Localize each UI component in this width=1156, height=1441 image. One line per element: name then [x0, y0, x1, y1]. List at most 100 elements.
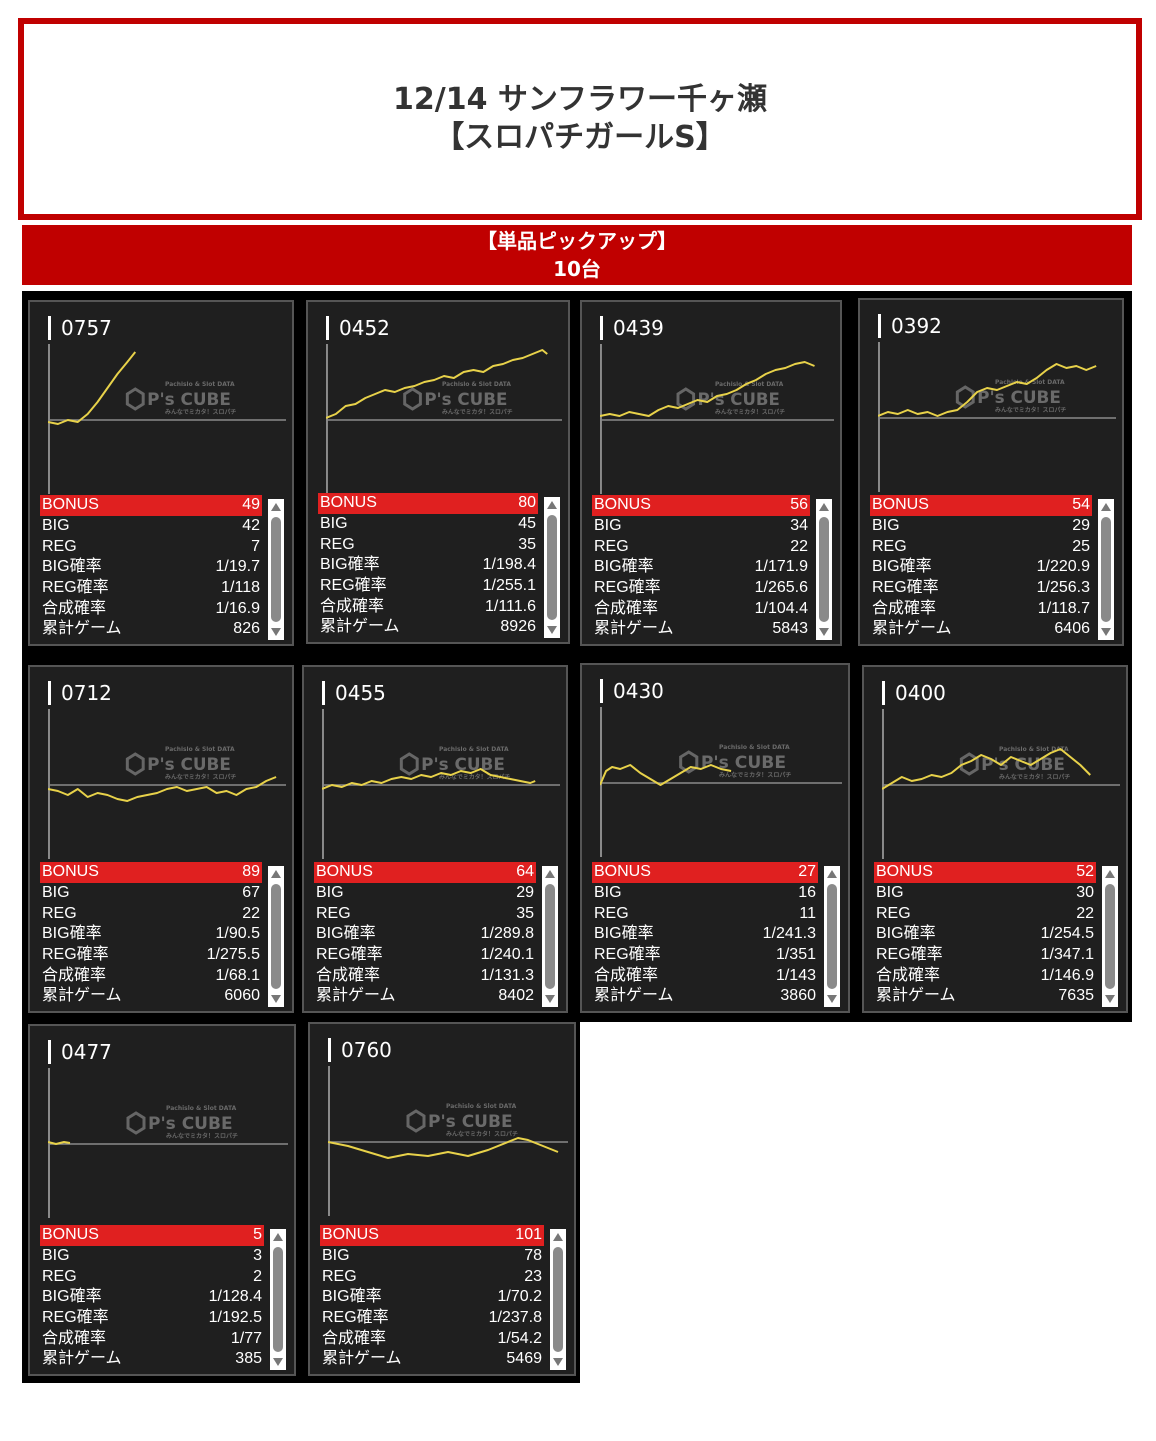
stats-table: BONUS 80 BIG 45 REG 35 BIG確率 1/198.4 REG確率 1/255.…	[318, 493, 538, 638]
machine-panel: 0430 Pachislo & Slot DATA P's CUBE みんなでミカタ！…	[580, 663, 850, 1013]
stat-value: 3860	[780, 987, 816, 1005]
scroll-down-arrow-icon[interactable]	[553, 1358, 563, 1366]
machine-panel: 0452 Pachislo & Slot DATA P's CUBE みんなでミカタ！…	[306, 300, 570, 644]
stats-scrollbar[interactable]	[816, 499, 832, 640]
stats-scrollbar[interactable]	[268, 866, 284, 1007]
watermark-sub: みんなでミカタ！スロパチ	[719, 771, 791, 779]
watermark-text: P's CUBE	[424, 389, 507, 409]
big-row: BIG 3	[40, 1246, 264, 1267]
reg-rate-row: REG確率 1/275.5	[40, 945, 262, 966]
scroll-up-arrow-icon[interactable]	[1101, 503, 1111, 511]
stat-value: 1/265.6	[754, 578, 808, 596]
scroll-down-arrow-icon[interactable]	[271, 628, 281, 636]
stats-scrollbar[interactable]	[824, 866, 840, 1007]
machine-panel: 0400 Pachislo & Slot DATA P's CUBE みんなでミカタ！…	[862, 665, 1128, 1013]
stat-value: 2	[253, 1267, 262, 1285]
stat-value: 35	[516, 904, 534, 922]
watermark-hex-icon	[676, 387, 696, 411]
games-row: 累計ゲーム 5469	[320, 1349, 544, 1370]
stat-label: 累計ゲーム	[42, 1350, 122, 1368]
scroll-down-arrow-icon[interactable]	[545, 995, 555, 1003]
scroll-thumb[interactable]	[273, 1247, 283, 1352]
stats-table: BONUS 54 BIG 29 REG 25 BIG確率 1/220.9 REG確率 1/256.…	[870, 495, 1092, 640]
scroll-down-arrow-icon[interactable]	[819, 628, 829, 636]
watermark-hex-icon	[955, 385, 975, 409]
stat-label: 合成確率	[594, 966, 659, 984]
stat-label: 合成確率	[594, 599, 659, 617]
scroll-thumb[interactable]	[271, 884, 281, 989]
bonus-row: BONUS 64	[314, 862, 536, 883]
scroll-down-arrow-icon[interactable]	[827, 995, 837, 1003]
scroll-up-arrow-icon[interactable]	[545, 870, 555, 878]
watermark-text: P's CUBE	[421, 754, 505, 774]
watermark-sub: みんなでミカタ！スロパチ	[715, 408, 785, 416]
scroll-thumb[interactable]	[1101, 517, 1111, 622]
total-rate-row: 合成確率 1/131.3	[314, 966, 536, 987]
scroll-thumb[interactable]	[1105, 884, 1115, 989]
stats-scrollbar[interactable]	[542, 866, 558, 1007]
bonus-row: BONUS 101	[320, 1225, 544, 1246]
stat-label: BONUS	[42, 496, 99, 514]
stat-value: 11	[799, 904, 816, 922]
scroll-down-arrow-icon[interactable]	[1105, 995, 1115, 1003]
watermark-text: P's CUBE	[428, 1112, 513, 1132]
big-rate-row: BIG確率 1/220.9	[870, 557, 1092, 578]
stat-value: 7	[251, 537, 260, 555]
stat-value: 826	[233, 620, 260, 638]
scroll-up-arrow-icon[interactable]	[271, 870, 281, 878]
stats-scrollbar[interactable]	[1102, 866, 1118, 1007]
stat-value: 1/16.9	[215, 599, 260, 617]
scroll-up-arrow-icon[interactable]	[553, 1233, 563, 1241]
stats-scrollbar[interactable]	[270, 1229, 286, 1370]
stats-scrollbar[interactable]	[1098, 499, 1114, 640]
scroll-up-arrow-icon[interactable]	[1105, 870, 1115, 878]
big-row: BIG 45	[318, 514, 538, 535]
scroll-down-arrow-icon[interactable]	[1101, 628, 1111, 636]
watermark-hex-icon	[399, 752, 419, 776]
stat-label: BIG	[322, 1246, 350, 1264]
stat-value: 1/128.4	[208, 1288, 262, 1306]
stat-value: 1/241.3	[762, 925, 816, 943]
stat-value: 1/19.7	[215, 558, 260, 576]
scroll-up-arrow-icon[interactable]	[271, 503, 281, 511]
stats-scrollbar[interactable]	[550, 1229, 566, 1370]
reg-row: REG 22	[592, 537, 810, 558]
scroll-thumb[interactable]	[553, 1247, 563, 1352]
scroll-up-arrow-icon[interactable]	[273, 1233, 283, 1241]
scroll-thumb[interactable]	[827, 884, 837, 989]
scroll-down-arrow-icon[interactable]	[271, 995, 281, 1003]
big-rate-row: BIG確率 1/90.5	[40, 924, 262, 945]
watermark-hex-icon	[403, 387, 422, 411]
stat-label: BONUS	[876, 863, 933, 881]
stat-label: REG	[42, 537, 77, 555]
stats-scrollbar[interactable]	[268, 499, 284, 640]
stat-value: 22	[1076, 904, 1094, 922]
stats-scrollbar[interactable]	[544, 497, 560, 638]
scroll-down-arrow-icon[interactable]	[547, 626, 557, 634]
machine-panel: 0455 Pachislo & Slot DATA P's CUBE みんなでミカタ！…	[302, 665, 568, 1013]
stat-label: 合成確率	[42, 599, 107, 617]
stat-value: 23	[524, 1267, 542, 1285]
stat-value: 6060	[224, 987, 260, 1005]
scroll-up-arrow-icon[interactable]	[819, 503, 829, 511]
scroll-down-arrow-icon[interactable]	[273, 1358, 283, 1366]
scroll-up-arrow-icon[interactable]	[827, 870, 837, 878]
scroll-up-arrow-icon[interactable]	[547, 501, 557, 509]
watermark-hex-icon	[959, 752, 979, 776]
stat-value: 1/347.1	[1040, 945, 1094, 963]
machine-number: 0392	[878, 314, 942, 338]
reg-rate-row: REG確率 1/240.1	[314, 945, 536, 966]
reg-rate-row: REG確率 1/192.5	[40, 1308, 264, 1329]
stat-value: 67	[242, 883, 260, 901]
scroll-thumb[interactable]	[271, 517, 281, 622]
slump-line	[48, 1141, 71, 1145]
scroll-thumb[interactable]	[545, 884, 555, 989]
stat-label: BIG確率	[42, 925, 102, 943]
scroll-thumb[interactable]	[547, 515, 557, 620]
scroll-thumb[interactable]	[819, 517, 829, 622]
machine-panel: 0712 Pachislo & Slot DATA P's CUBE みんなでミカタ！…	[28, 665, 294, 1013]
stat-value: 1/146.9	[1040, 966, 1094, 984]
